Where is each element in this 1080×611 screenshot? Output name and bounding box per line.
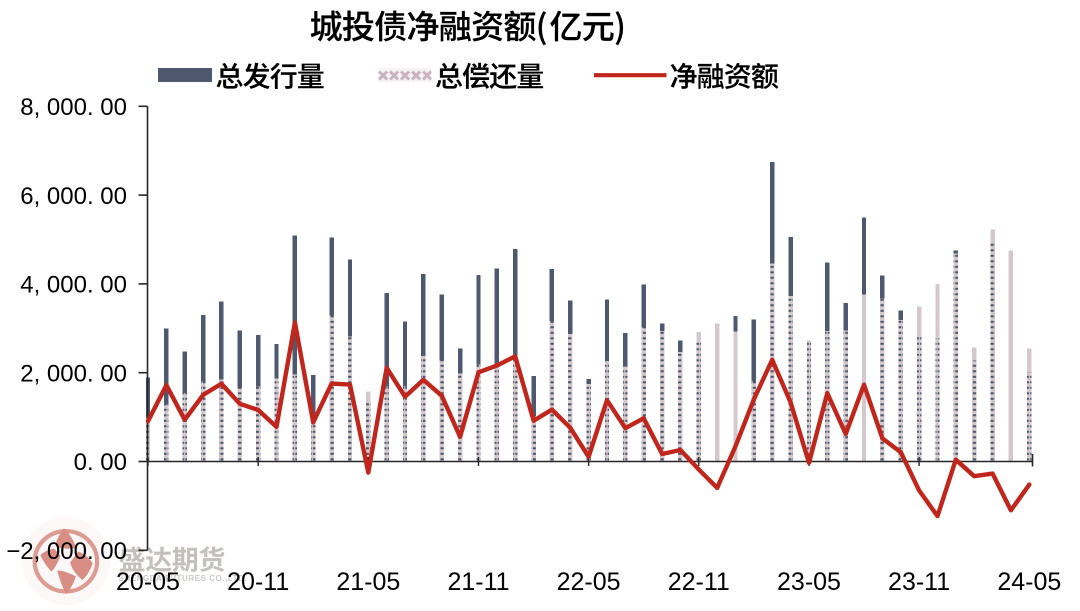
svg-text:6, 000. 00: 6, 000. 00 (20, 183, 127, 210)
svg-text:21-11: 21-11 (447, 568, 509, 596)
svg-text:0. 00: 0. 00 (74, 449, 127, 476)
svg-text:8, 000. 00: 8, 000. 00 (20, 94, 127, 121)
svg-text:20-11: 20-11 (227, 568, 289, 596)
svg-text:23-11: 23-11 (888, 568, 950, 596)
svg-text:SHENGDA FUTURES CO.,LTD.: SHENGDA FUTURES CO.,LTD. (119, 574, 248, 583)
svg-text:22-05: 22-05 (557, 568, 621, 596)
svg-text:21-05: 21-05 (336, 568, 400, 596)
svg-text:22-11: 22-11 (668, 568, 730, 596)
svg-text:20-05: 20-05 (116, 568, 180, 596)
svg-text:−2, 000. 00: −2, 000. 00 (6, 538, 127, 565)
svg-text:4, 000. 00: 4, 000. 00 (20, 272, 127, 299)
svg-text:2, 000. 00: 2, 000. 00 (20, 360, 127, 387)
svg-text:24-05: 24-05 (997, 568, 1061, 596)
svg-text:23-05: 23-05 (777, 568, 841, 596)
